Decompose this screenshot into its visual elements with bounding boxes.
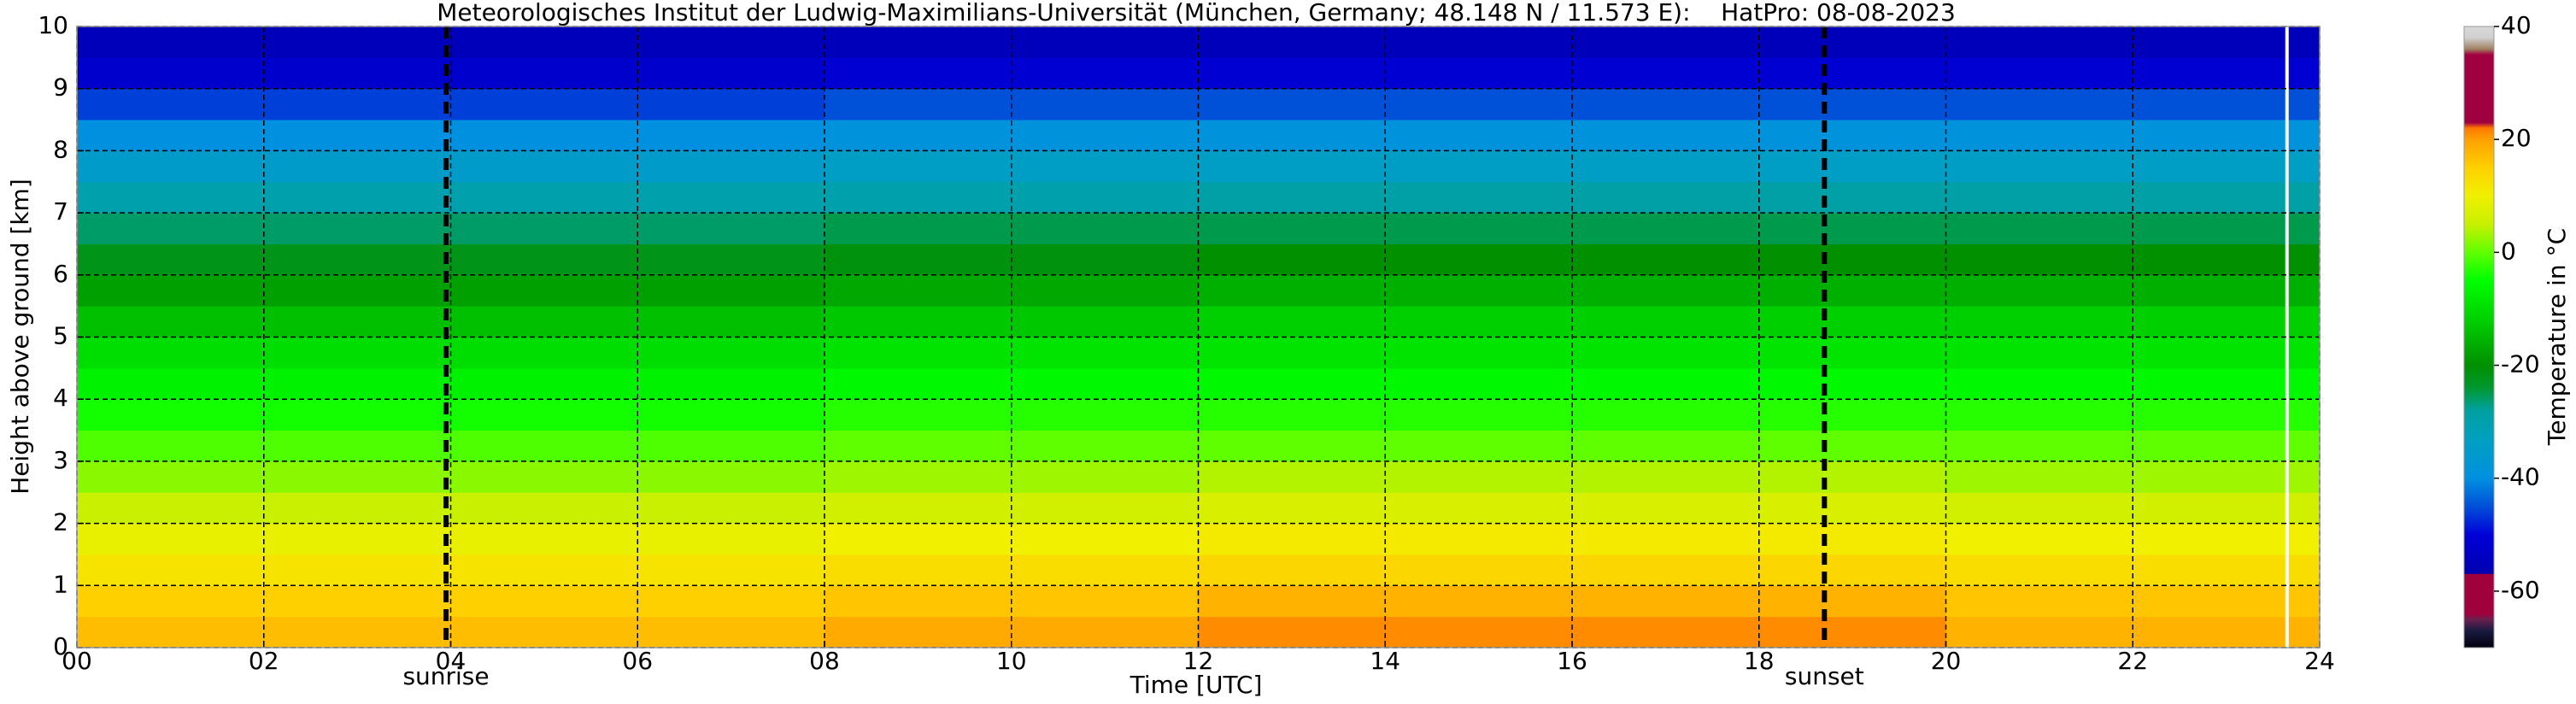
y-tick-label: 7 [53,197,68,226]
event-label: sunset [1785,662,1864,690]
y-tick-label: 10 [38,11,68,39]
x-tick-label: 20 [1931,647,1962,675]
y-tick-label: 2 [53,508,68,537]
x-tick-label: 00 [62,647,92,675]
colorbar-label: Temperature in °C [2543,228,2571,446]
colorbar-tick-label: -20 [2501,350,2540,378]
plot-frame [76,26,2321,648]
colorbar-tick-label: 0 [2501,237,2516,265]
x-tick-label: 04 [436,647,466,675]
x-tick-label: 22 [2117,647,2148,675]
y-tick-label: 9 [53,73,68,102]
colorbar-tick-label: 40 [2501,11,2532,39]
x-tick-label: 24 [2304,647,2335,675]
y-tick-label: 0 [53,632,68,660]
x-tick-label: 12 [1183,647,1214,675]
y-tick-label: 1 [53,570,68,598]
colorbar-tick-label: -60 [2501,576,2540,604]
chart-title: Meteorologisches Institut der Ludwig-Max… [437,0,1956,26]
colorbar-tick-label: 20 [2501,124,2532,152]
y-tick-label: 6 [53,260,68,288]
y-tick-label: 3 [53,446,68,474]
x-tick-label: 08 [809,647,840,675]
x-axis-label: Time [UTC] [1130,671,1263,699]
x-tick-label: 06 [622,647,653,675]
y-tick-label: 4 [53,384,68,412]
colorbar [2463,26,2495,648]
colorbar-tick-label: -40 [2501,463,2540,491]
event-label: sunrise [402,662,489,690]
x-tick-label: 14 [1370,647,1400,675]
x-tick-label: 16 [1557,647,1587,675]
x-tick-label: 02 [249,647,279,675]
y-axis-label: Height above ground [km] [6,179,34,495]
x-tick-label: 10 [996,647,1027,675]
y-tick-label: 5 [53,322,68,350]
y-tick-label: 8 [53,135,68,163]
x-tick-label: 18 [1744,647,1775,675]
